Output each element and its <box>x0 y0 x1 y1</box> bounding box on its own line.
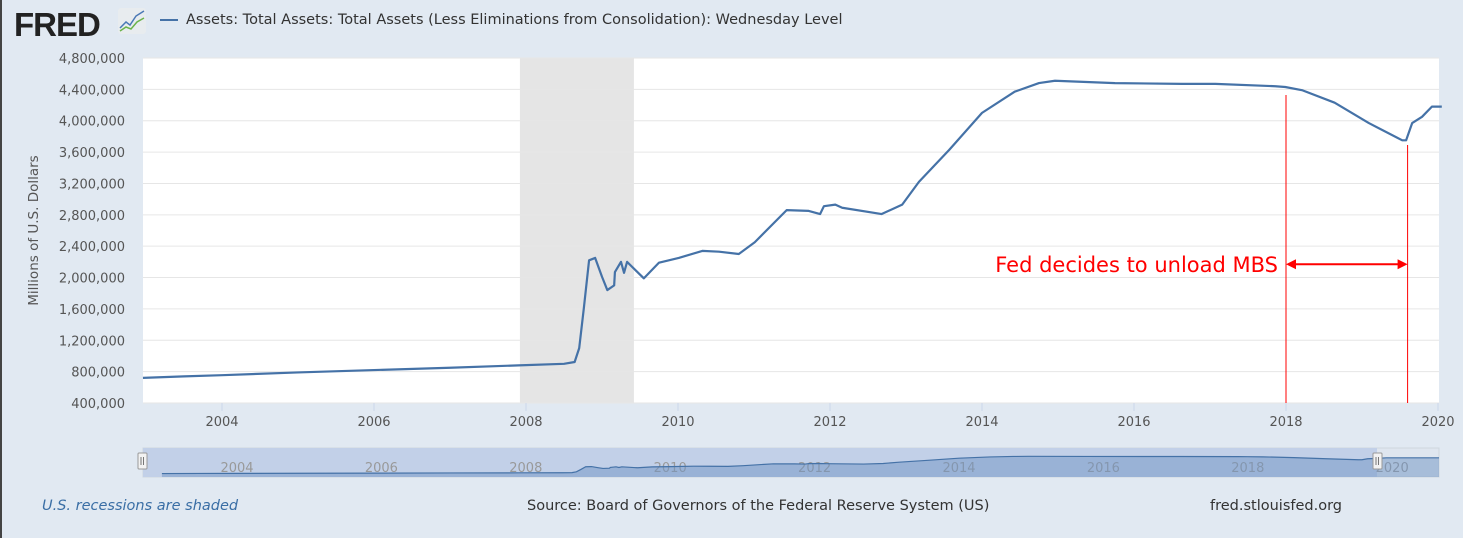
y-tick-label: 2,800,000 <box>59 209 125 224</box>
y-tick-label: 3,600,000 <box>59 146 125 161</box>
x-tick-label: 2010 <box>661 415 694 430</box>
navigator-area <box>161 456 1440 477</box>
arrow-head-left-icon <box>1286 259 1296 270</box>
y-tick-label: 1,200,000 <box>59 334 125 349</box>
x-tick-label: 2008 <box>509 415 542 430</box>
fred-logo[interactable]: FRED <box>14 6 101 43</box>
x-tick-label: 2006 <box>357 415 390 430</box>
arrow-head-right-icon <box>1397 259 1408 270</box>
y-tick-label: 3,200,000 <box>59 177 125 192</box>
x-tick-label: 2012 <box>813 415 846 430</box>
source-text: Source: Board of Governors of the Federa… <box>527 498 990 514</box>
x-tick-label: 2014 <box>965 415 998 430</box>
series-title: Assets: Total Assets: Total Assets (Less… <box>186 12 843 28</box>
navigator-handle-right[interactable] <box>1372 452 1383 470</box>
y-tick-label: 800,000 <box>71 366 125 381</box>
legend-item: Assets: Total Assets: Total Assets (Less… <box>160 12 843 28</box>
navigator-tick-label: 2004 <box>220 461 253 476</box>
y-tick-label: 2,400,000 <box>59 240 125 255</box>
navigator-line <box>161 455 1439 475</box>
x-tick-label: 2004 <box>205 415 238 430</box>
legend-swatch <box>160 19 178 21</box>
annotation-text: Fed decides to unload MBS <box>995 253 1278 277</box>
recession-shade <box>519 58 634 403</box>
y-axis-label: Millions of U.S. Dollars <box>26 155 42 305</box>
plot-area <box>143 58 1439 403</box>
chart-line-icon <box>118 8 146 34</box>
y-tick-label: 4,800,000 <box>59 52 125 67</box>
x-tick-label: 2018 <box>1269 415 1302 430</box>
navigator-tick-label: 2006 <box>365 461 398 476</box>
navigator-handle-left[interactable] <box>137 452 148 470</box>
site-link[interactable]: fred.stlouisfed.org <box>1210 498 1343 514</box>
x-tick-label: 2016 <box>1117 415 1150 430</box>
series-line <box>142 79 1442 380</box>
y-tick-label: 2,000,000 <box>59 272 125 287</box>
y-tick-label: 4,400,000 <box>59 83 125 98</box>
y-tick-label: 4,000,000 <box>59 115 125 130</box>
y-tick-label: 1,600,000 <box>59 303 125 318</box>
y-tick-label: 400,000 <box>71 397 125 412</box>
recession-note: U.S. recessions are shaded <box>42 498 239 514</box>
x-tick-label: 2020 <box>1421 415 1454 430</box>
